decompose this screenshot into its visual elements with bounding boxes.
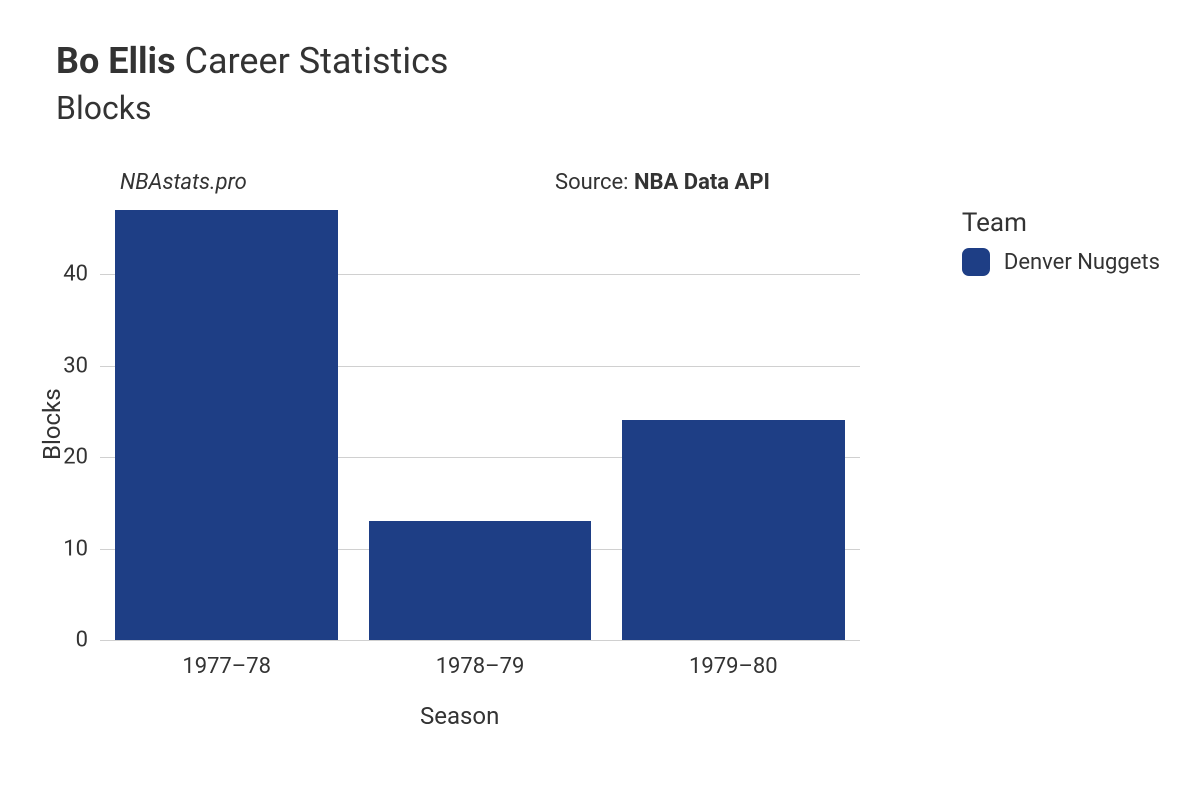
x-tick-label: 1979–80 [689,640,778,679]
x-tick-label: 1977–78 [182,640,271,679]
bar [369,521,592,640]
x-tick-label: 1978–79 [436,640,525,679]
y-tick-label: 10 [63,536,100,561]
title-bold: Bo Ellis [56,40,176,82]
source-attribution: Source: NBA Data API [555,170,770,195]
watermark-text: NBAstats.pro [120,170,247,195]
chart-title-block: Bo Ellis Career Statistics Blocks [56,40,449,127]
bar [622,420,845,640]
x-axis-label: Season [420,702,499,730]
bar [115,210,338,640]
legend: Team Denver Nuggets [962,208,1160,276]
y-tick-label: 40 [63,262,100,287]
title-rest: Career Statistics [176,40,449,82]
y-tick-label: 0 [76,628,100,653]
y-tick-label: 20 [63,445,100,470]
chart-plot-area: 0102030401977–781978–791979–80 [100,210,860,640]
y-axis-label: Blocks [38,388,66,460]
legend-label: Denver Nuggets [1004,250,1160,275]
legend-item: Denver Nuggets [962,248,1160,276]
chart-title: Bo Ellis Career Statistics [56,40,449,83]
source-prefix: Source: [555,170,634,195]
legend-swatch [962,248,990,276]
chart-subtitle: Blocks [56,89,449,127]
legend-title: Team [962,208,1160,238]
source-name: NBA Data API [634,170,770,195]
y-tick-label: 30 [63,353,100,378]
